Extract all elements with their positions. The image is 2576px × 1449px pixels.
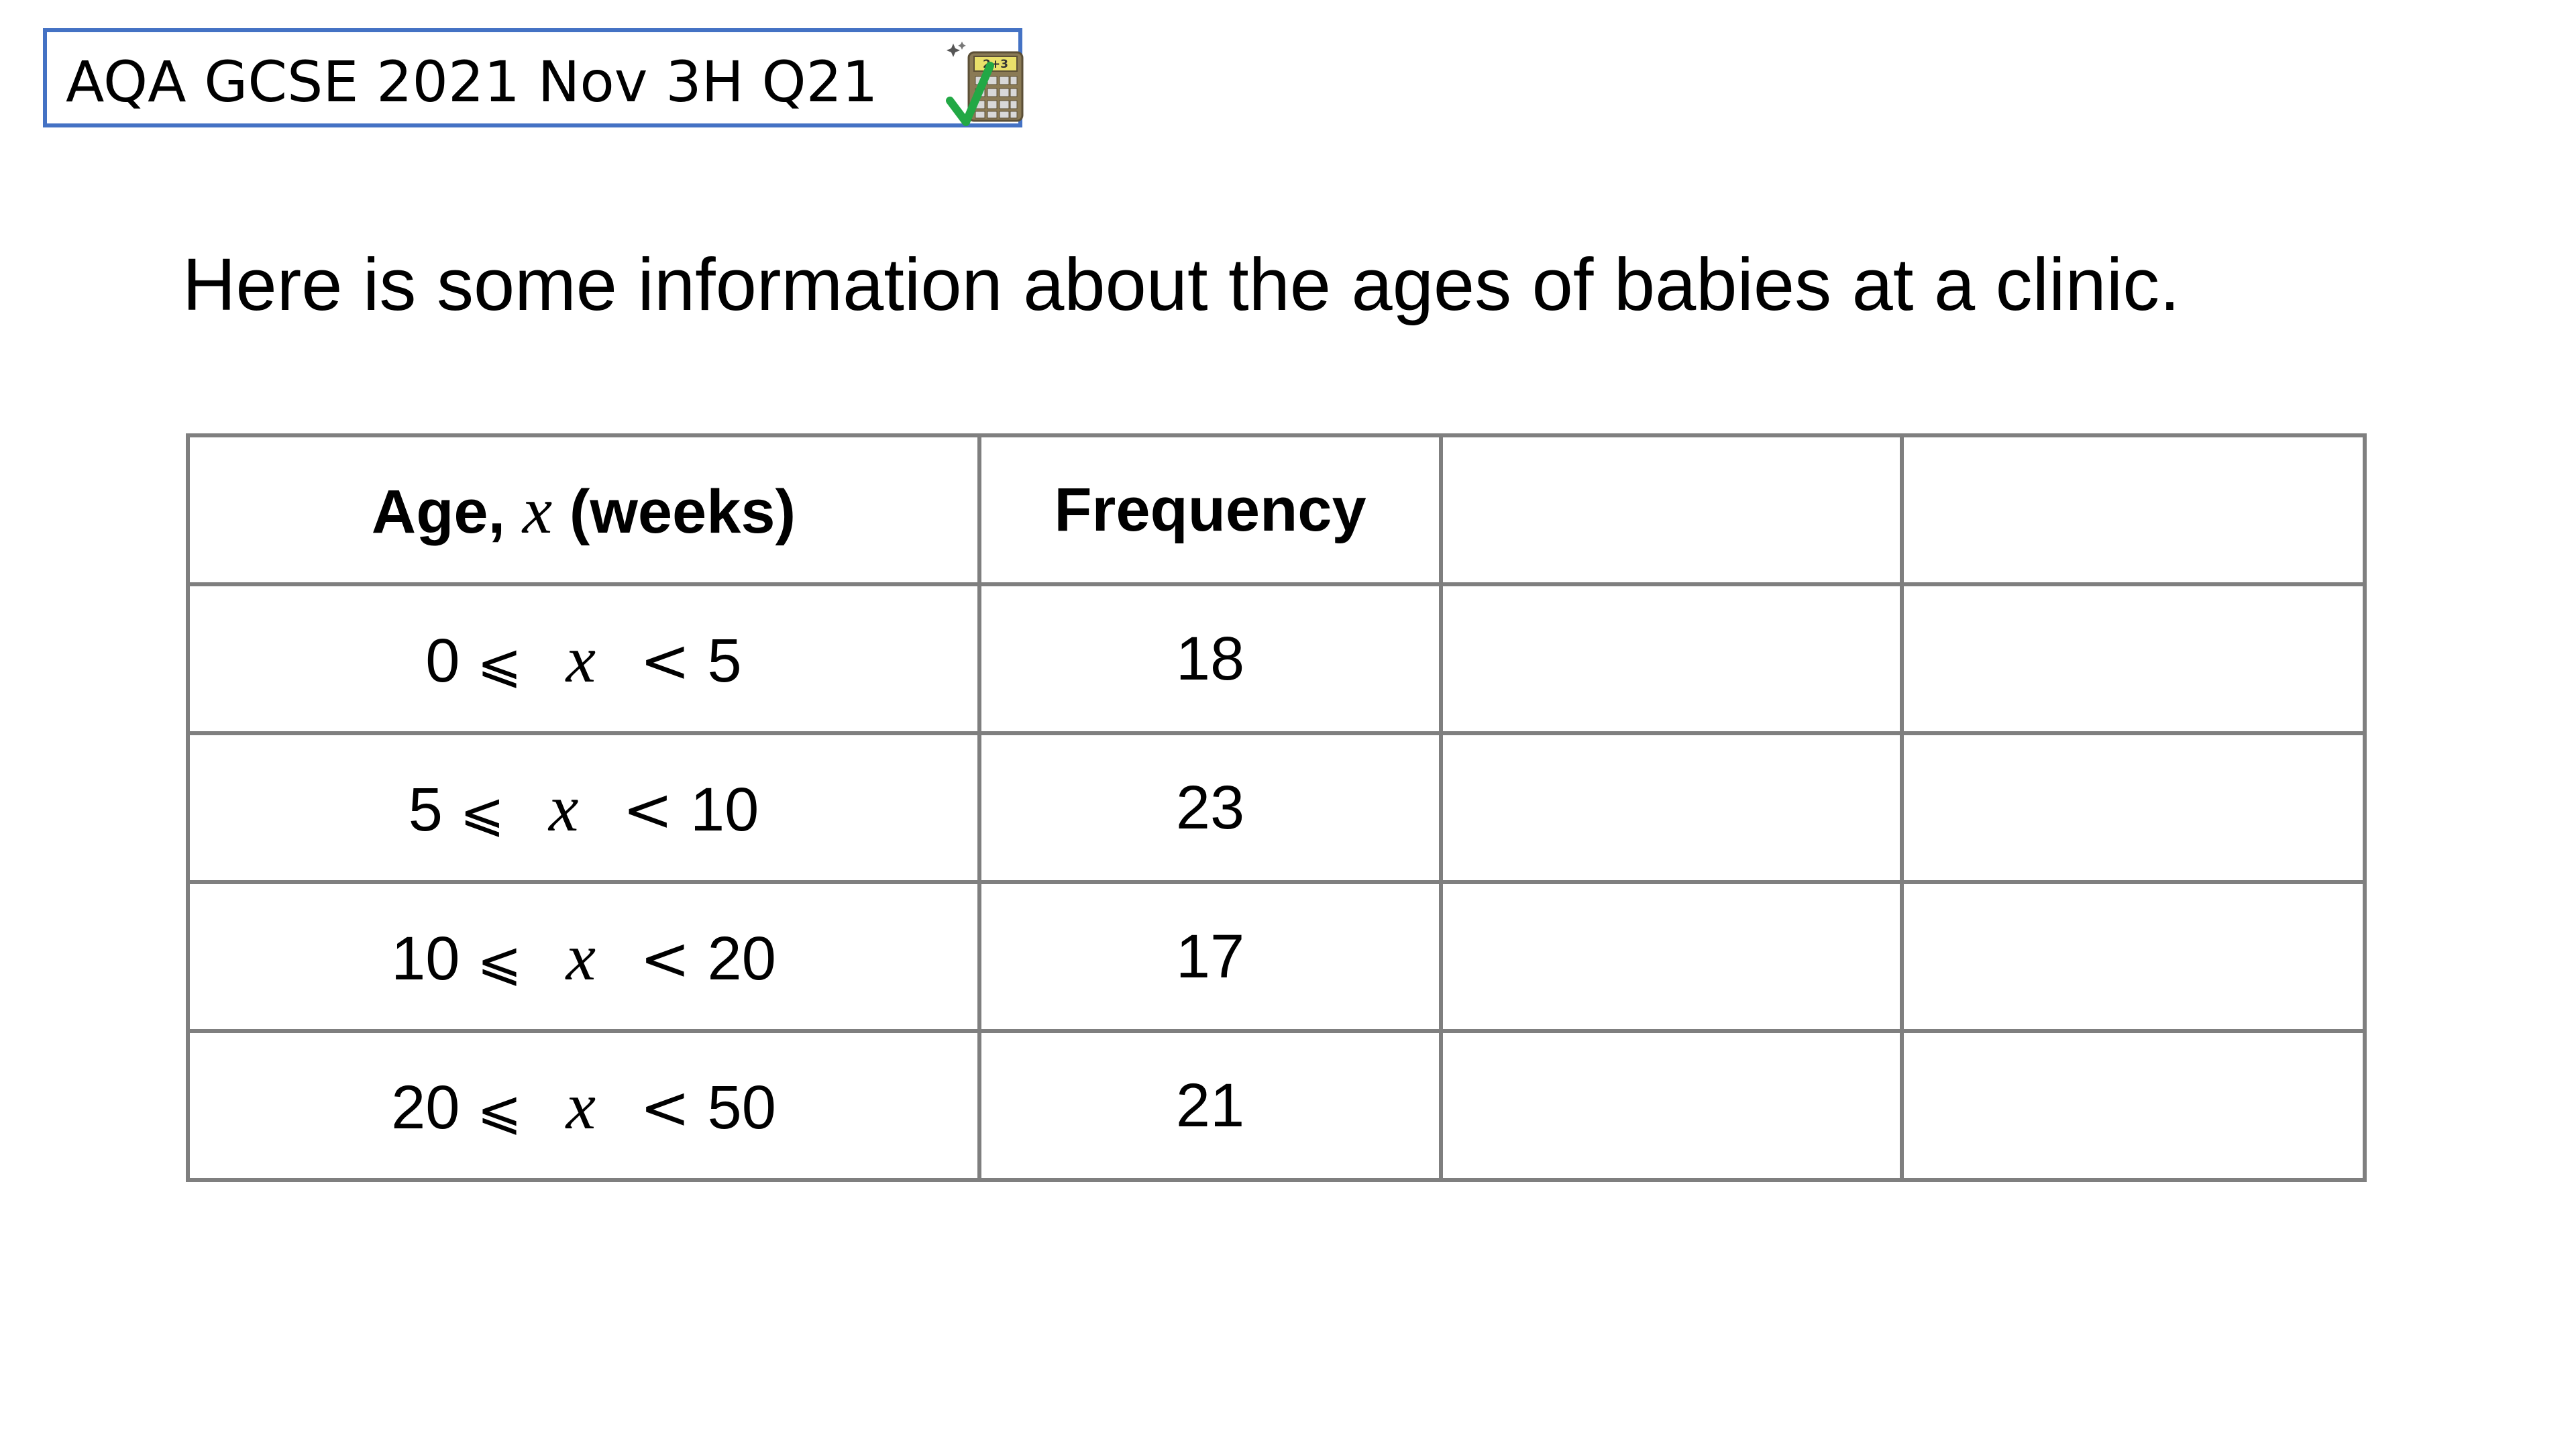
interval-variable: x [566, 919, 596, 994]
interval-variable: x [566, 621, 596, 696]
blank-cell [1900, 731, 2367, 884]
blank-cell [1439, 880, 1904, 1033]
blank-cell [1900, 582, 2367, 735]
interval-leq-symbol: ⩽ [460, 780, 505, 843]
interval-variable: x [549, 770, 579, 845]
blank-cell [1439, 731, 1904, 884]
interval-upper: 20 [707, 924, 776, 993]
age-header-unit: (weeks) [569, 477, 796, 546]
question-title: AQA GCSE 2021 Nov 3H Q21 [66, 49, 878, 115]
interval-lt-symbol: < [639, 625, 690, 696]
interval-lt-symbol: < [622, 774, 674, 845]
interval-lt-symbol: < [639, 1072, 690, 1143]
interval-upper: 5 [707, 626, 742, 695]
blank-column-header-2 [1900, 433, 2367, 586]
interval-leq-symbol: ⩽ [477, 631, 523, 694]
frequency-cell: 17 [977, 880, 1443, 1033]
interval-upper: 10 [690, 775, 759, 844]
blank-cell [1900, 1029, 2367, 1182]
age-frequency-table: Age, x (weeks) Frequency 0 ⩽ x < 5 18 5 [186, 433, 2367, 1182]
frequency-cell: 18 [977, 582, 1443, 735]
age-column-header: Age, x (weeks) [186, 433, 981, 586]
blank-cell [1439, 1029, 1904, 1182]
question-intro-text: Here is some information about the ages … [182, 244, 2180, 326]
table-row: 5 ⩽ x < 10 23 [186, 731, 2367, 884]
blank-cell [1900, 880, 2367, 1033]
age-interval-cell: 10 ⩽ x < 20 [186, 880, 981, 1033]
calculator-allowed-icon: 2+3 [946, 42, 1024, 126]
table-row: 10 ⩽ x < 20 17 [186, 880, 2367, 1033]
interval-upper: 50 [707, 1073, 776, 1142]
age-interval-cell: 0 ⩽ x < 5 [186, 582, 981, 735]
interval-leq-symbol: ⩽ [477, 929, 523, 992]
age-header-variable: x [522, 472, 553, 547]
age-interval-cell: 20 ⩽ x < 50 [186, 1029, 981, 1182]
blank-cell [1439, 582, 1904, 735]
age-header-prefix: Age, [371, 477, 506, 546]
interval-variable: x [566, 1068, 596, 1143]
interval-lt-symbol: < [639, 923, 690, 994]
frequency-cell: 21 [977, 1029, 1443, 1182]
frequency-cell: 23 [977, 731, 1443, 884]
blank-column-header-1 [1439, 433, 1904, 586]
age-interval-cell: 5 ⩽ x < 10 [186, 731, 981, 884]
table-row: 20 ⩽ x < 50 21 [186, 1029, 2367, 1182]
interval-lower: 5 [408, 775, 443, 844]
table-header-row: Age, x (weeks) Frequency [186, 433, 2367, 586]
interval-lower: 20 [391, 1073, 460, 1142]
interval-lower: 0 [425, 626, 460, 695]
question-title-box: AQA GCSE 2021 Nov 3H Q21 2+3 [43, 28, 1024, 127]
frequency-column-header: Frequency [977, 433, 1443, 586]
interval-lower: 10 [391, 924, 460, 993]
table-row: 0 ⩽ x < 5 18 [186, 582, 2367, 735]
interval-leq-symbol: ⩽ [477, 1078, 523, 1141]
